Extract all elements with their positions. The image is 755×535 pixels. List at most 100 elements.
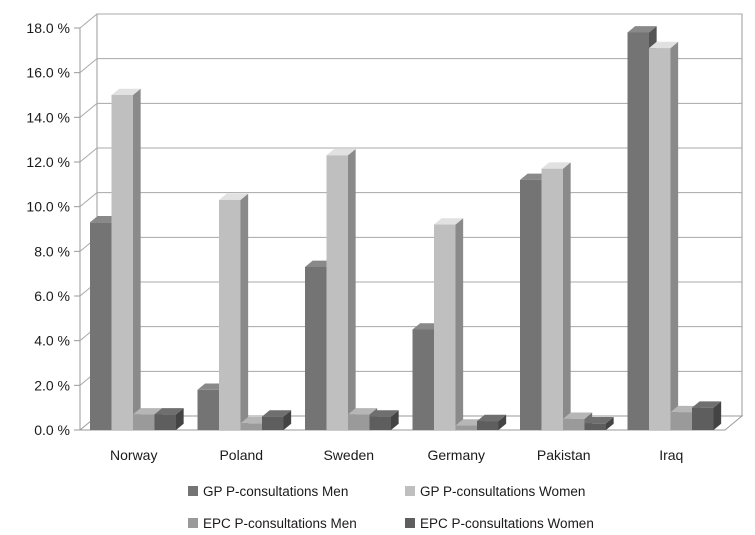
bar-side-face (176, 408, 184, 430)
bar-top-face (434, 218, 464, 225)
legend-label: GP P-consultations Men (203, 484, 348, 499)
bar-front-face (670, 412, 692, 430)
y-tick-label: 18.0 % (26, 20, 70, 36)
y-tick-label: 12.0 % (26, 154, 70, 170)
legend-label: EPC P-consultations Men (203, 516, 357, 531)
bar-top-face (584, 417, 614, 424)
bar-top-face (326, 149, 356, 156)
bar-side-face (133, 88, 141, 430)
bars (90, 26, 722, 431)
legend-item-gp-p-consultations-women: GP P-consultations Women (405, 484, 585, 499)
x-category-label: Germany (427, 447, 485, 463)
y-tick-label: 16.0 % (26, 65, 70, 81)
legend-item-epc-p-consultations-men: EPC P-consultations Men (188, 516, 357, 531)
y-tick-label: 0.0 % (34, 422, 70, 438)
legend-swatch (405, 518, 415, 528)
bar-top-face (219, 193, 249, 200)
x-category-label: Norway (110, 447, 157, 463)
bar-norway-epc-p-consultations-women (154, 408, 184, 430)
bar-side-face (713, 401, 722, 430)
legend-label: EPC P-consultations Women (420, 516, 594, 531)
bar-side-face (670, 41, 679, 431)
bar-top-face (563, 412, 593, 419)
bar-front-face (627, 32, 649, 430)
x-category-label: Pakistan (537, 447, 591, 463)
bar-side-face (498, 414, 507, 430)
bar-side-face (606, 417, 614, 430)
bar-front-face (133, 414, 155, 430)
y-tick-label: 10.0 % (26, 199, 70, 215)
bar-poland-epc-p-consultations-women (262, 410, 292, 430)
y-tick-label: 4.0 % (34, 333, 70, 349)
bar-front-face (111, 95, 133, 430)
bar-germany-epc-p-consultations-women (477, 414, 507, 430)
bar-top-face (133, 408, 163, 415)
bar-front-face (434, 224, 456, 430)
bar-front-face (219, 199, 241, 430)
bar-front-face (154, 414, 176, 430)
bar-front-face (649, 48, 671, 430)
gridline (79, 58, 742, 74)
bar-top-face (348, 408, 378, 415)
bar-sweden-gp-p-consultations-women (326, 149, 356, 431)
bar-top-face (154, 408, 184, 415)
gridline (79, 13, 742, 29)
x-category-label: Sweden (323, 447, 374, 463)
gridline (79, 147, 742, 163)
y-tick-label: 2.0 % (34, 377, 70, 393)
y-tick-label: 14.0 % (26, 109, 70, 125)
y-axis-tick-labels: 0.0 % 2.0 % 4.0 % 6.0 % 8.0 % 10.0 % 12.0 % 14.… (26, 20, 70, 438)
bar-front-face (369, 416, 391, 430)
bar-front-face (455, 425, 477, 430)
bar-side-face (455, 218, 464, 430)
bar-front-face (240, 423, 262, 430)
bar-side-face (391, 410, 399, 430)
legend-swatch (188, 486, 198, 496)
bar-top-face (111, 88, 141, 95)
bar-side-face (283, 410, 292, 430)
bar-front-face (90, 222, 112, 430)
legend: GP P-consultations Men GP P-consultations… (188, 484, 594, 531)
bar-pakistan-epc-p-consultations-women (584, 417, 614, 430)
bar-top-face (541, 162, 571, 169)
bar-front-face (477, 421, 499, 430)
bar-front-face (412, 329, 434, 430)
bar-top-face (477, 414, 507, 422)
x-axis-category-labels: Norway Poland Sweden Germany Pakistan Iraq (110, 447, 683, 463)
legend-item-epc-p-consultations-women: EPC P-consultations Women (405, 516, 594, 531)
bar-top-face (627, 26, 657, 33)
bar-front-face (197, 389, 219, 430)
bar-front-face (692, 407, 714, 430)
bar-poland-gp-p-consultations-women (219, 193, 249, 430)
legend-item-gp-p-consultations-men: GP P-consultations Men (188, 484, 348, 499)
bar-pakistan-gp-p-consultations-women (541, 162, 571, 430)
bar-front-face (348, 414, 370, 430)
y-tick-label: 6.0 % (34, 288, 70, 304)
x-category-label: Iraq (659, 447, 683, 463)
bar-top-face (692, 401, 722, 408)
bar-iraq-gp-p-consultations-women (649, 41, 679, 431)
legend-label: GP P-consultations Women (420, 484, 585, 499)
bar-side-face (240, 193, 249, 430)
bar-front-face (541, 168, 563, 430)
bar-side-face (348, 149, 356, 430)
bar-front-face (520, 179, 542, 430)
gridline (79, 102, 742, 118)
bar-top-face (262, 410, 292, 417)
bar-sweden-epc-p-consultations-women (369, 410, 399, 430)
bar-top-face (649, 41, 679, 49)
bar-front-face (326, 155, 348, 431)
bar-side-face (563, 162, 571, 430)
bar-iraq-epc-p-consultations-women (692, 401, 722, 430)
bar-top-face (369, 410, 399, 417)
y-tick-label: 8.0 % (34, 243, 70, 259)
legend-swatch (405, 486, 415, 496)
bar-germany-gp-p-consultations-women (434, 218, 464, 430)
bar-front-face (305, 266, 327, 430)
x-category-label: Poland (219, 447, 263, 463)
bar-front-face (584, 423, 606, 430)
bar-front-face (563, 418, 585, 430)
bar-front-face (262, 416, 284, 430)
legend-swatch (188, 518, 198, 528)
